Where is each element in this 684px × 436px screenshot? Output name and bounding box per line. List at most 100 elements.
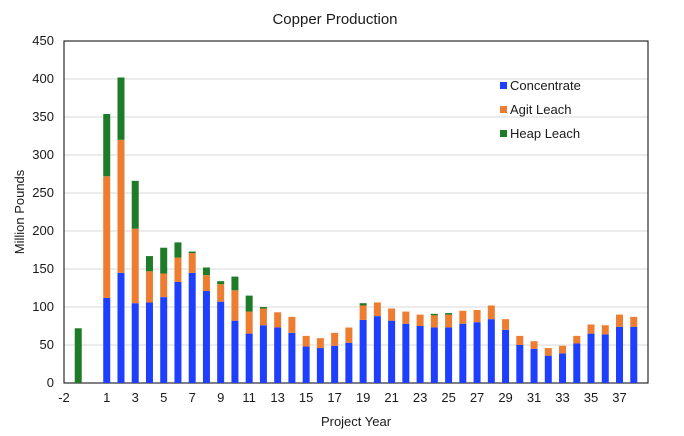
chart-title: Copper Production [272, 11, 397, 28]
bar-concentrate [544, 355, 552, 383]
x-tick-label: 21 [384, 390, 398, 405]
x-tick-label: 33 [555, 390, 569, 405]
bar-heap-leach [174, 242, 182, 258]
bar-concentrate [217, 301, 225, 383]
x-tick-label: 19 [356, 390, 370, 405]
bar-agit-leach [601, 325, 609, 335]
x-tick-label: 37 [612, 390, 626, 405]
bar-concentrate [559, 353, 567, 383]
bar-concentrate [516, 345, 524, 383]
bar-concentrate [502, 329, 510, 383]
bar-agit-leach [445, 314, 453, 328]
bar-agit-leach [516, 335, 524, 345]
bar-concentrate [630, 326, 638, 383]
x-tick-label: 29 [498, 390, 512, 405]
bar-heap-leach [202, 267, 210, 276]
bar-concentrate [402, 323, 410, 383]
legend-label: Concentrate [510, 78, 581, 93]
bar-agit-leach [274, 312, 282, 328]
legend-swatch [500, 106, 507, 113]
bar-heap-leach [245, 295, 253, 312]
legend: Concentrate Agit Leach Heap Leach [500, 78, 581, 141]
bar-concentrate [473, 322, 481, 383]
bar-agit-leach [231, 290, 239, 321]
y-tick-label: 450 [32, 33, 54, 48]
bar-concentrate [103, 297, 111, 383]
y-tick-label: 0 [47, 375, 54, 390]
legend-swatch [500, 82, 507, 89]
x-axis-title: Project Year [321, 414, 392, 429]
y-tick-label: 300 [32, 147, 54, 162]
y-tick-label: 100 [32, 299, 54, 314]
x-tick-label: 11 [242, 390, 256, 405]
y-tick-label: 250 [32, 185, 54, 200]
x-tick-label: 27 [470, 390, 484, 405]
bar-agit-leach [103, 176, 111, 298]
x-tick-label: 3 [132, 390, 139, 405]
bar-concentrate [616, 326, 624, 383]
bar-agit-leach [131, 228, 139, 304]
plot-area-border [63, 40, 649, 384]
x-tick-label: 17 [327, 390, 341, 405]
bar-concentrate [202, 291, 210, 383]
bar-heap-leach [74, 328, 82, 383]
x-tick-label: 15 [299, 390, 313, 405]
bar-heap-leach [117, 77, 125, 140]
bar-agit-leach [288, 316, 296, 333]
x-tick-label: 1 [103, 390, 110, 405]
bar-heap-leach [160, 247, 168, 274]
bar-concentrate [331, 345, 339, 383]
bar-heap-leach [217, 281, 225, 285]
bar-agit-leach [202, 275, 210, 292]
bar-agit-leach [473, 310, 481, 323]
bar-heap-leach [430, 313, 438, 316]
bar-agit-leach [459, 310, 467, 324]
bar-agit-leach [174, 257, 182, 282]
bar-agit-leach [559, 345, 567, 354]
x-tick-label: 9 [217, 390, 224, 405]
bar-concentrate [573, 343, 581, 383]
x-tick-label: 35 [584, 390, 598, 405]
bar-concentrate [445, 327, 453, 383]
bar-agit-leach [217, 284, 225, 302]
bar-agit-leach [117, 139, 125, 273]
y-tick-label: 150 [32, 261, 54, 276]
bar-agit-leach [373, 302, 381, 317]
bar-concentrate [345, 342, 353, 383]
bar-concentrate [160, 297, 168, 383]
bar-heap-leach [259, 307, 267, 309]
bar-agit-leach [345, 327, 353, 343]
bar-concentrate [145, 302, 153, 383]
y-tick-label: 350 [32, 109, 54, 124]
bar-heap-leach [359, 303, 367, 306]
bar-agit-leach [188, 253, 196, 273]
bar-agit-leach [616, 314, 624, 327]
y-tick-label: 200 [32, 223, 54, 238]
bar-heap-leach [188, 251, 196, 254]
bar-heap-leach [445, 313, 453, 315]
bar-agit-leach [302, 335, 310, 347]
bar-concentrate [416, 326, 424, 383]
legend-label: Heap Leach [510, 126, 580, 141]
bar-concentrate [388, 320, 396, 383]
bar-concentrate [430, 327, 438, 383]
bar-heap-leach [131, 180, 139, 229]
bar-concentrate [373, 316, 381, 383]
bar-agit-leach [359, 305, 367, 320]
x-tick-label: 31 [527, 390, 541, 405]
bar-concentrate [131, 303, 139, 383]
bar-agit-leach [316, 338, 324, 349]
bar-concentrate [487, 319, 495, 383]
bar-agit-leach [145, 271, 153, 303]
bar-concentrate [245, 333, 253, 383]
y-axis-title: Million Pounds [12, 169, 27, 254]
bar-concentrate [530, 348, 538, 383]
bar-concentrate [459, 323, 467, 383]
bar-agit-leach [331, 332, 339, 346]
y-tick-label: 50 [40, 337, 54, 352]
x-tick-label: 13 [270, 390, 284, 405]
bar-agit-leach [245, 311, 253, 334]
bar-agit-leach [530, 341, 538, 349]
bar-heap-leach [103, 113, 111, 177]
